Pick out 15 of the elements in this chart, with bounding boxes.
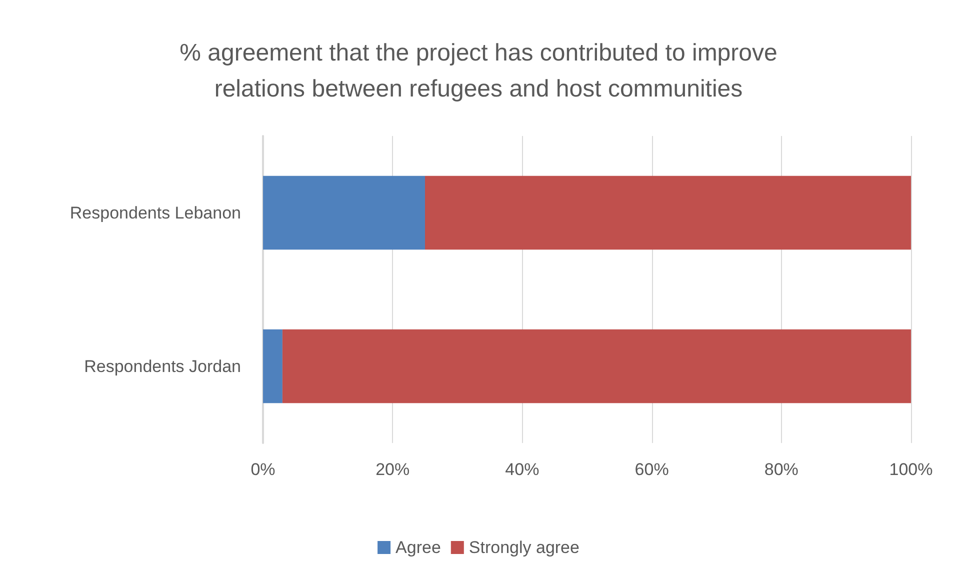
x-tick-label: 0% — [250, 460, 276, 479]
x-tick-label: 80% — [764, 460, 798, 479]
bar — [425, 176, 911, 250]
bar — [263, 176, 425, 250]
x-tick-label: 20% — [376, 460, 410, 479]
legend-label: Agree — [396, 538, 441, 557]
x-tick-label: 100% — [889, 460, 933, 479]
x-tick-label: 60% — [634, 460, 669, 479]
y-tick-label: Respondents Lebanon — [70, 203, 241, 222]
legend-label: Strongly agree — [468, 538, 580, 557]
y-tick-label: Respondents Jordan — [84, 356, 241, 376]
x-tick-label: 40% — [505, 460, 540, 479]
chart-title: % agreement that the project has contributed to improve relations between refugees and host communities — [180, 40, 778, 102]
bar — [263, 329, 282, 404]
bar — [282, 329, 911, 404]
